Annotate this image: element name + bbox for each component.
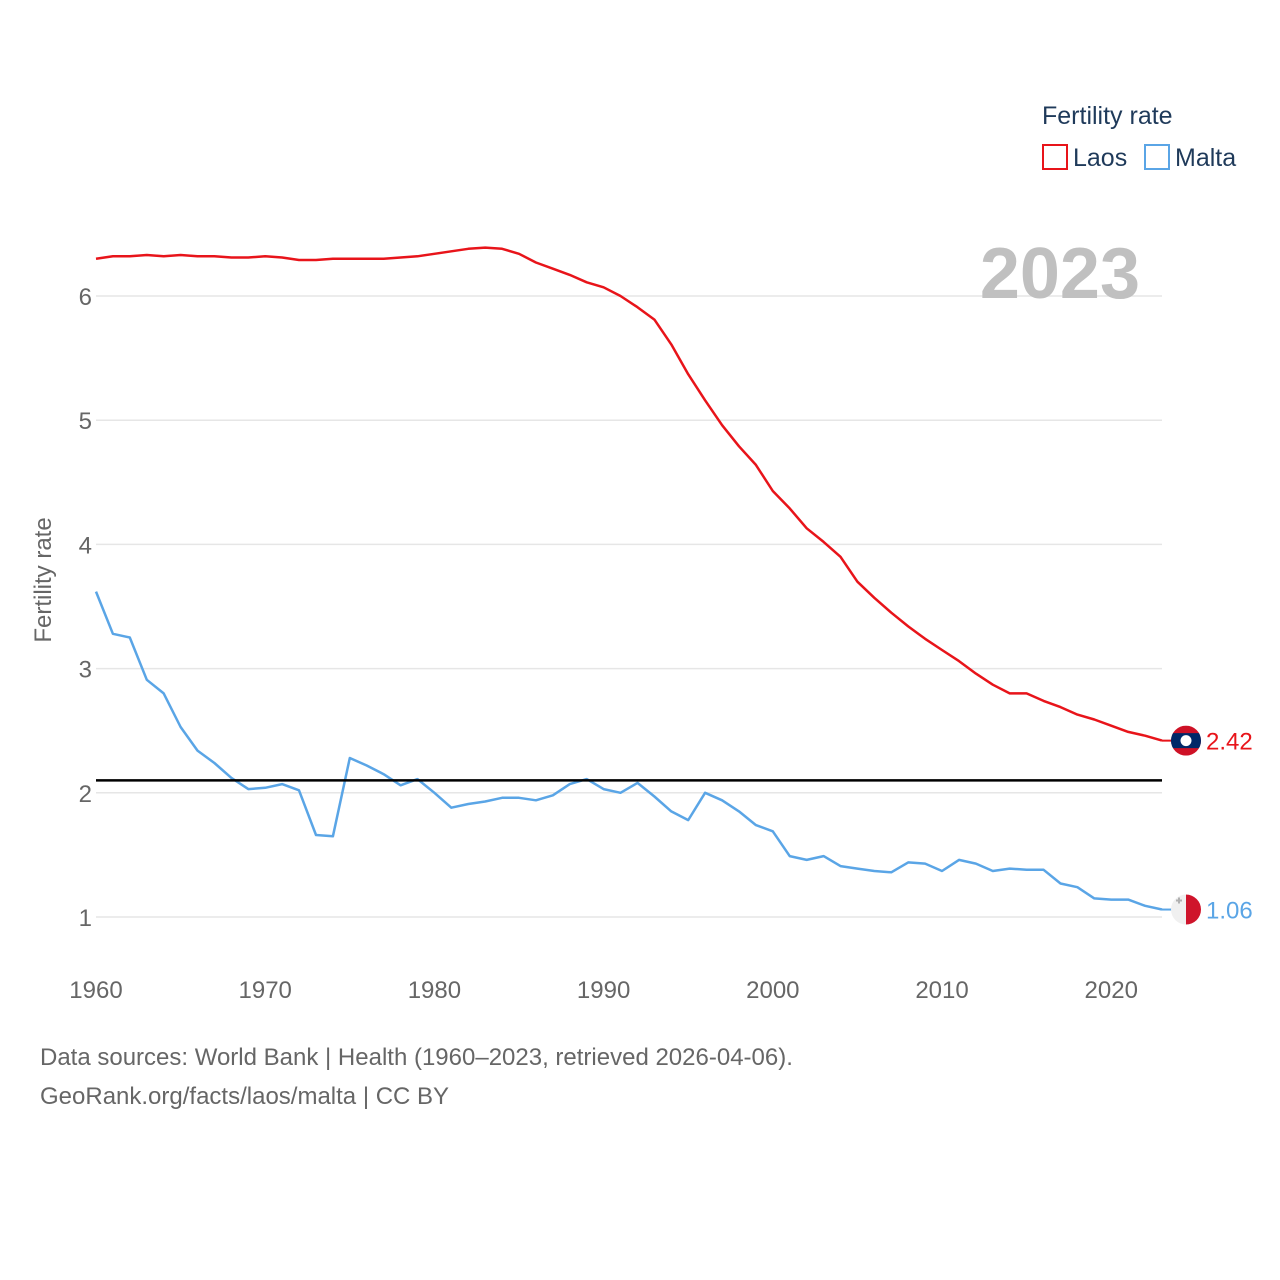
malta-flag-icon	[1171, 894, 1201, 925]
year-label: 2023	[980, 234, 1140, 314]
x-tick-label: 2000	[746, 977, 799, 1004]
x-tick-label: 1990	[577, 977, 630, 1004]
legend-label-laos[interactable]: Laos	[1073, 144, 1127, 172]
x-tick-label: 2010	[915, 977, 968, 1004]
legend-title: Fertility rate	[1042, 102, 1173, 130]
source-line-1: Data sources: World Bank | Health (1960–…	[40, 1044, 793, 1071]
series-line-malta[interactable]	[94, 591, 1163, 911]
y-tick-label: 3	[79, 657, 92, 684]
x-tick-label: 1970	[239, 977, 292, 1004]
end-value-laos: 2.42	[1206, 729, 1253, 756]
legend-swatch-laos[interactable]	[1042, 144, 1068, 170]
series-line-laos[interactable]	[95, 246, 1163, 742]
series-lines	[94, 246, 1172, 911]
y-tick-label: 2	[79, 781, 92, 808]
y-tick-label: 4	[79, 532, 92, 559]
laos-flag-icon	[1171, 725, 1201, 756]
x-tick-label: 1960	[69, 977, 122, 1004]
legend-label-malta[interactable]: Malta	[1175, 144, 1236, 172]
y-tick-label: 6	[79, 284, 92, 311]
end-value-malta: 1.06	[1206, 898, 1253, 925]
x-tick-label: 2020	[1085, 977, 1138, 1004]
y-tick-label: 1	[79, 905, 92, 932]
x-axis-ticks: 1960 1970 1980 1990 2000 2010 2020	[69, 977, 1138, 1004]
gridlines	[96, 295, 1162, 918]
y-tick-label: 5	[79, 408, 92, 435]
source-line-2[interactable]: GeoRank.org/facts/laos/malta | CC BY	[40, 1083, 450, 1110]
x-tick-label: 1980	[408, 977, 461, 1004]
legend-swatch-malta[interactable]	[1144, 144, 1170, 170]
legend: Fertility rate Laos Malta	[1042, 102, 1236, 172]
y-axis-ticks: 1 2 3 4 5 6	[79, 284, 92, 932]
y-axis-title: Fertility rate	[30, 517, 57, 642]
